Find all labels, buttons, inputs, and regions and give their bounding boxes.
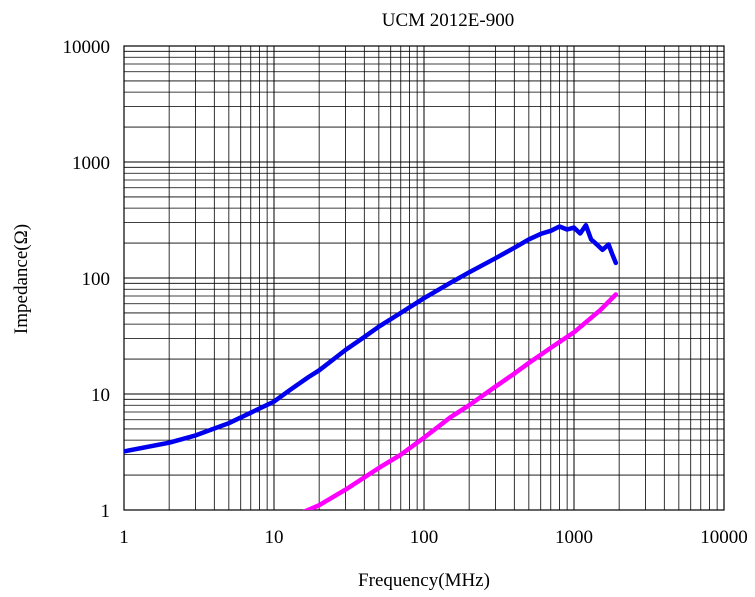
chart-title: UCM 2012E-900: [382, 10, 514, 31]
x-tick-label: 10000: [700, 527, 748, 548]
y-tick-label: 10: [91, 385, 110, 406]
series-line-1: [124, 222, 619, 454]
x-tick-labels: 1 10 100 1000 10000: [119, 527, 748, 548]
y-tick-labels: 1 10 100 1000 10000: [63, 37, 111, 522]
y-tick-label: 1000: [72, 153, 110, 174]
x-tick-label: 10: [265, 527, 284, 548]
x-tick-label: 1: [119, 527, 129, 548]
y-tick-label: 100: [82, 269, 111, 290]
x-tick-label: 1000: [555, 527, 593, 548]
x-tick-label: 100: [410, 527, 439, 548]
y-tick-label: 1: [101, 501, 111, 522]
y-axis-label: Impedance(Ω): [11, 224, 32, 334]
plot-frame: [123, 45, 725, 511]
x-axis-label: Frequency(MHz): [358, 570, 490, 591]
y-tick-label: 10000: [63, 37, 111, 58]
series-line-2: [302, 292, 619, 510]
series-layer: [124, 222, 619, 510]
grid: [123, 46, 724, 511]
